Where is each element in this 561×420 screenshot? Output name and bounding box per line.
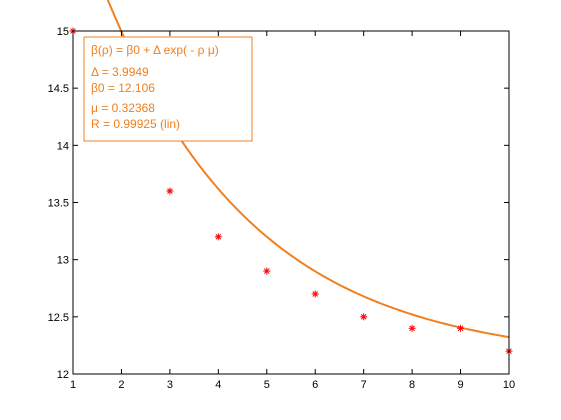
annotation-line-beta0: β0 = 12.106 — [91, 81, 155, 95]
y-tick-label: 12.5 — [48, 312, 69, 324]
data-point-marker — [166, 187, 174, 195]
annotation-line-formula: β(ρ) = β0 + Δ exp( - ρ μ) — [91, 43, 219, 57]
annotation-line-mu: μ = 0.32368 — [91, 101, 155, 115]
data-point-marker — [214, 233, 222, 241]
data-point-marker — [457, 324, 465, 332]
x-tick-label: 4 — [215, 379, 221, 391]
x-tick-label: 2 — [118, 379, 124, 391]
y-tick-label: 13 — [57, 255, 69, 267]
x-tick-label: 3 — [167, 379, 173, 391]
data-point-marker — [360, 313, 368, 321]
x-tick-label: 1 — [70, 379, 76, 391]
y-tick-label: 13.5 — [48, 198, 69, 210]
annotation-frame — [83, 36, 253, 142]
y-tick-label: 15 — [57, 26, 69, 38]
fit-annotation-box: β(ρ) = β0 + Δ exp( - ρ μ) Δ = 3.9949 β0 … — [83, 36, 253, 142]
annotation-line-delta: Δ = 3.9949 — [91, 65, 149, 79]
x-tick-label: 8 — [409, 379, 415, 391]
y-tick-label: 14.5 — [48, 83, 69, 95]
y-tick-label: 12 — [57, 369, 69, 381]
x-tick-label: 9 — [457, 379, 463, 391]
x-tick-label: 5 — [264, 379, 270, 391]
x-tick-label: 10 — [503, 379, 515, 391]
x-tick-label: 7 — [361, 379, 367, 391]
y-tick-label: 14 — [57, 140, 69, 152]
data-point-marker — [263, 267, 271, 275]
data-point-marker — [408, 324, 416, 332]
annotation-line-r: R = 0.99925 (lin) — [91, 117, 180, 131]
data-point-marker — [311, 290, 319, 298]
x-tick-label: 6 — [312, 379, 318, 391]
